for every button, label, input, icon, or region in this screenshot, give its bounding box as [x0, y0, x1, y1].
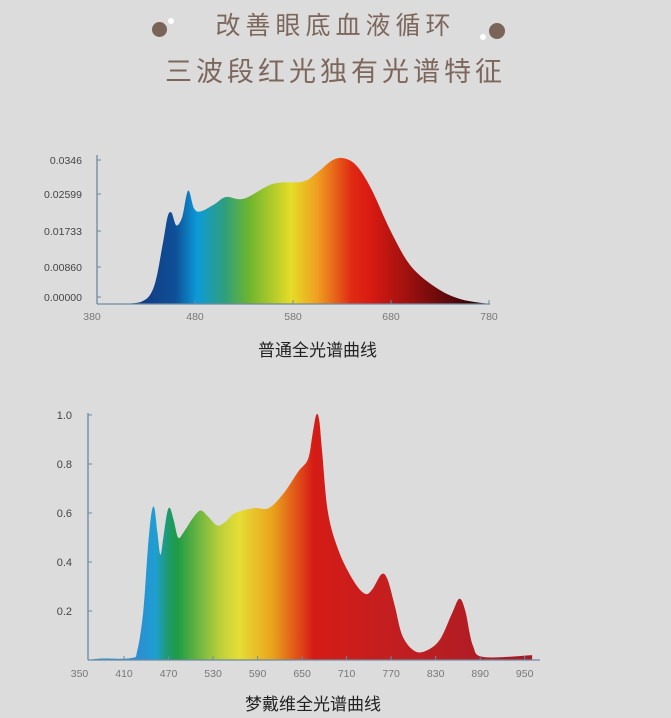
chart1-x-tick-label: 580	[284, 311, 302, 323]
chart1-x-tick-label: 780	[480, 311, 498, 323]
decorative-dot-left	[152, 22, 167, 37]
chart1-y-tick-label: 0.0346	[50, 155, 82, 167]
chart2-x-tick-label: 890	[471, 668, 489, 680]
chart1-y-tick-label: 0.01733	[44, 226, 82, 238]
chart2-x-tick-label: 530	[204, 668, 222, 680]
chart1-x-tick-label: 680	[382, 311, 400, 323]
chart1-x-tick-label: 380	[83, 311, 101, 323]
chart2-y-tick-label: 0.4	[57, 557, 72, 569]
chart1-spectrum-area	[116, 157, 489, 304]
chart2-x-tick-label: 470	[160, 668, 178, 680]
chart2-y-tick-label: 0.8	[57, 459, 72, 471]
headline-line-1: 改善眼底血液循环	[215, 11, 456, 40]
chart2-y-tick-label: 0.6	[57, 508, 72, 520]
decorative-dot-right	[489, 23, 505, 39]
chart1-y-tick-label: 0.00000	[44, 292, 82, 304]
decorative-dot-right-white	[480, 34, 486, 40]
headline-line-2: 三波段红光独有光谱特征	[165, 57, 506, 88]
chart2-y-tick-label: 1.0	[57, 410, 72, 422]
chart1-y-tick-label: 0.00860	[44, 262, 82, 274]
chart2-x-tick-label: 350	[71, 668, 89, 680]
chart2-x-tick-label: 650	[293, 668, 311, 680]
chart2-x-tick-label: 590	[249, 668, 267, 680]
chart1-title: 普通全光谱曲线	[258, 341, 377, 361]
chart1-y-tick-label: 0.02599	[44, 189, 82, 201]
decorative-dot-left-white	[168, 18, 174, 24]
chart2-y-tick-label: 0.2	[57, 606, 72, 618]
chart2-x-tick-label: 410	[115, 668, 133, 680]
chart2-x-tick-label: 710	[338, 668, 356, 680]
chart2-spectrum-area	[88, 413, 533, 660]
chart1-x-tick-label: 480	[186, 311, 204, 323]
chart2-x-tick-label: 950	[516, 668, 534, 680]
chart2-x-tick-label: 770	[382, 668, 400, 680]
chart2-x-tick-label: 830	[427, 668, 445, 680]
chart2-title: 梦戴维全光谱曲线	[245, 695, 381, 715]
